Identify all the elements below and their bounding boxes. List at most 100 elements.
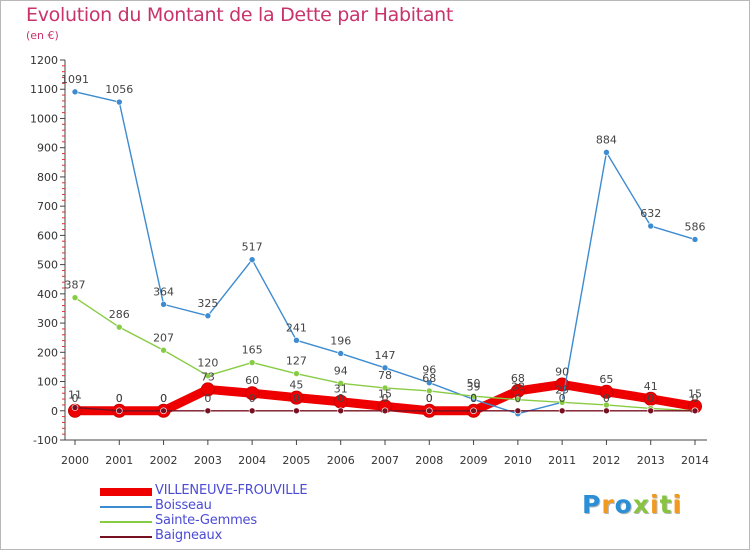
data-label: 29: [555, 383, 569, 396]
data-label: 0: [603, 392, 610, 405]
logo-letter: t: [659, 490, 673, 519]
data-label: 0: [470, 392, 477, 405]
data-label: 60: [245, 374, 259, 387]
data-label: 0: [160, 392, 167, 405]
data-point: [691, 236, 699, 243]
data-point: [293, 337, 300, 344]
data-point: [558, 407, 566, 415]
y-tick-label: 1100: [30, 83, 58, 96]
data-label: 45: [289, 379, 303, 392]
data-label: 241: [286, 321, 307, 334]
data-label: 196: [330, 334, 351, 347]
data-point: [71, 404, 79, 411]
y-tick-label: 900: [37, 142, 58, 155]
logo-letter: x: [632, 490, 650, 519]
data-label: 41: [644, 380, 658, 393]
chart-unit-label: (en €): [26, 29, 59, 42]
data-label: 0: [647, 392, 654, 405]
data-point: [289, 390, 304, 405]
data-label: 90: [555, 365, 569, 378]
data-label: 0: [426, 392, 433, 405]
x-tick-label: 2002: [150, 454, 178, 467]
logo-letter: o: [614, 490, 633, 519]
y-tick-label: 800: [37, 171, 58, 184]
legend-swatch: [100, 488, 152, 496]
data-label: 0: [160, 392, 167, 405]
logo-letter: i: [650, 490, 660, 519]
data-point: [425, 387, 433, 395]
data-label: 73: [201, 370, 215, 383]
data-point: [160, 301, 167, 308]
data-label: 0: [382, 392, 389, 405]
data-point: [293, 370, 300, 377]
data-label: 94: [334, 364, 348, 377]
data-label: 0: [204, 392, 211, 405]
data-point: [160, 407, 167, 415]
data-label: 68: [511, 372, 525, 385]
data-label: 0: [72, 392, 79, 405]
data-label: 0: [116, 392, 123, 405]
proxiti-logo: Proxiti: [582, 490, 682, 519]
data-label: 1091: [61, 73, 89, 86]
data-point: [381, 384, 389, 392]
data-point: [248, 407, 256, 415]
data-label: 31: [334, 383, 348, 396]
data-point: [470, 407, 477, 415]
data-point: [337, 407, 345, 415]
data-label: 15: [688, 387, 702, 400]
data-label: 38: [511, 381, 525, 394]
data-point: [204, 407, 212, 415]
data-label: 0: [692, 392, 699, 405]
legend-swatch: [100, 521, 152, 523]
data-label: 78: [378, 369, 392, 382]
line-chart: -100010020030040050060070080090010001100…: [30, 54, 709, 467]
data-point: [160, 346, 167, 354]
data-point: [200, 382, 215, 397]
data-point: [337, 350, 345, 357]
y-tick-label: 300: [37, 317, 58, 330]
y-tick-label: 1200: [30, 54, 58, 67]
data-point: [691, 407, 699, 415]
legend-label: Sainte-Gemmes: [155, 513, 257, 528]
logo-letter: i: [672, 490, 683, 519]
data-label: 0: [470, 392, 477, 405]
x-tick-label: 2008: [415, 454, 443, 467]
x-tick-label: 2001: [105, 454, 133, 467]
data-point: [115, 98, 123, 106]
logo-letter: P: [582, 490, 602, 519]
x-tick-label: 2003: [194, 454, 222, 467]
data-point: [248, 359, 256, 366]
x-tick-label: 2012: [592, 454, 620, 467]
y-tick-label: 1000: [30, 112, 58, 125]
data-point: [245, 386, 260, 401]
x-tick-label: 2007: [371, 454, 399, 467]
data-label: 0: [116, 392, 123, 405]
data-label: 120: [197, 357, 218, 370]
y-tick-label: 0: [51, 405, 58, 418]
y-tick-label: 500: [37, 259, 58, 272]
data-point: [647, 407, 655, 415]
x-tick-label: 2004: [238, 454, 266, 467]
y-tick-label: 100: [37, 376, 58, 389]
x-tick-label: 2011: [548, 454, 576, 467]
x-tick-label: 2009: [460, 454, 488, 467]
data-label: 0: [514, 392, 521, 405]
data-label: 632: [640, 207, 661, 220]
data-point: [71, 294, 79, 301]
data-point: [470, 392, 477, 400]
x-tick-label: 2013: [637, 454, 665, 467]
data-label: 387: [65, 279, 86, 292]
y-tick-label: 400: [37, 288, 58, 301]
y-tick-label: 700: [37, 200, 58, 213]
logo-letter: r: [601, 490, 615, 519]
data-label: 96: [422, 364, 436, 377]
legend-label: Baigneaux: [155, 528, 223, 543]
data-label: 1056: [105, 83, 133, 96]
data-point: [599, 384, 614, 399]
data-labels-layer: 0 0 073 60 45 31 15 0 068 90654115109110563643255…: [61, 73, 706, 405]
x-tick-label: 2010: [504, 454, 532, 467]
series-layer: [68, 88, 702, 418]
data-point: [248, 256, 256, 263]
data-point: [647, 222, 655, 230]
